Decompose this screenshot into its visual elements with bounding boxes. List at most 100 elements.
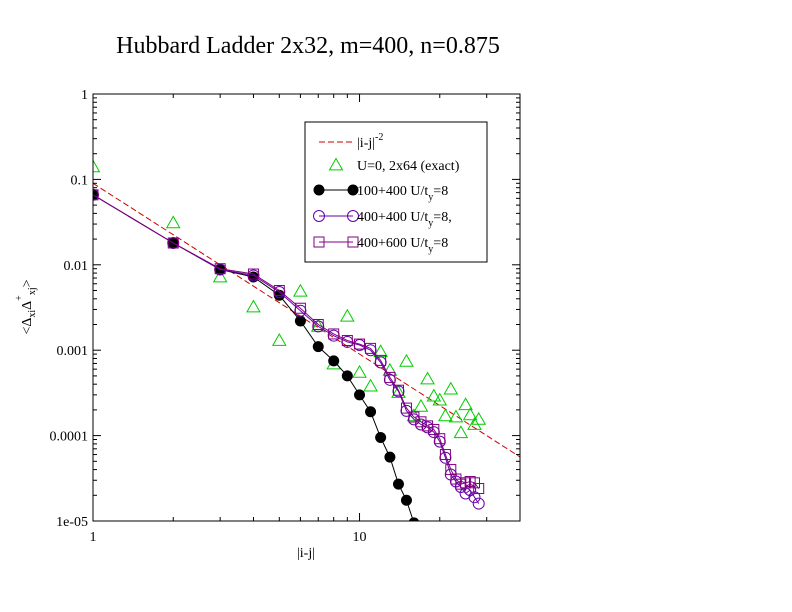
series-2-point-17 (413, 398, 429, 412)
series-2-point-4 (246, 299, 261, 313)
y-tick-label: 1e-05 (56, 515, 88, 530)
series-2-point-6 (293, 283, 308, 297)
series-1 (93, 182, 520, 458)
legend-entry-4: 400+400 U/ty=8, (313, 210, 452, 229)
legend-entry-1: |i-j|-2 (319, 132, 383, 151)
series-2-point-5 (271, 332, 287, 346)
series-5-point-10 (354, 338, 366, 350)
legend-entry-2: U=0, 2x64 (exact) (328, 157, 460, 174)
series-5-point-6 (294, 302, 306, 314)
series-2-point-25 (458, 397, 473, 411)
series-3-point-9 (341, 370, 353, 382)
series-5-point-5 (273, 285, 285, 297)
series-3-line (93, 194, 414, 521)
series-2-point-23 (448, 409, 464, 423)
y-tick-label: 0.0001 (50, 430, 89, 445)
series-3-point-7 (312, 341, 324, 353)
y-axis-label: <ΔxiΔ+xj> (14, 279, 38, 334)
legend-label: 400+400 U/ty=8, (357, 210, 452, 229)
series-2-point-2 (165, 215, 181, 229)
axes: 1 10 1 0.1 0.01 0.001 0.0001 1e-05 (50, 88, 521, 545)
legend-swatch-marker (313, 236, 325, 248)
legend-swatch-marker (313, 184, 325, 196)
series-3-point-10 (354, 389, 366, 401)
series-2-point-10 (352, 364, 367, 378)
series-5-point-27 (469, 477, 481, 489)
series-2-point-21 (438, 408, 453, 422)
svg-text:<ΔxiΔ+xj>: <ΔxiΔ+xj> (14, 279, 38, 334)
series-5-point-11 (365, 342, 377, 354)
series-3-point-8 (328, 355, 340, 367)
series-3-point-15 (400, 494, 412, 506)
series-3-point-6 (294, 315, 306, 327)
plot-area (93, 159, 520, 521)
series-3-point-11 (365, 406, 377, 418)
y-tick-label: 0.01 (64, 259, 89, 274)
series-5-point-18 (422, 420, 434, 432)
legend-swatch-marker (347, 210, 359, 222)
series-2-point-28 (471, 411, 487, 425)
series-5-point-28 (473, 483, 485, 495)
y-tick-label: 0.1 (71, 173, 89, 188)
series-2-point-1 (93, 159, 101, 173)
series-2-point-14 (391, 384, 406, 398)
series-4-point-28 (472, 497, 485, 510)
series-2-point-22 (443, 381, 459, 395)
legend-swatch-marker (347, 236, 359, 248)
series-2-point-15 (399, 353, 414, 367)
series-5-point-19 (428, 423, 440, 435)
series-5-point-3 (214, 263, 226, 275)
legend-entry-3: 100+400 U/ty=8 (313, 184, 448, 203)
series-2-point-3 (212, 269, 228, 283)
legend-box (304, 121, 488, 263)
series-5-point-8 (328, 328, 340, 340)
series-2-point-7 (310, 318, 326, 332)
legend-swatch-marker (328, 157, 344, 171)
series-2-point-27 (467, 416, 482, 430)
series-5-point-13 (384, 371, 396, 383)
series-5-point-9 (341, 334, 353, 346)
series-2-point-20 (432, 392, 448, 406)
series-2 (93, 159, 487, 439)
legend-swatch-marker (347, 184, 359, 196)
legend-swatch-marker (313, 210, 325, 222)
x-tick-label: 1 (90, 530, 97, 545)
series-5-point-26 (464, 476, 476, 488)
x-tick-label: 10 (353, 530, 367, 545)
series-5-point-4 (247, 268, 259, 280)
series-2-point-9 (339, 308, 355, 322)
series-5-point-14 (392, 384, 404, 396)
series-2-point-24 (453, 425, 469, 439)
legend-label: 100+400 U/ty=8 (357, 184, 448, 203)
series-2-point-13 (382, 362, 398, 376)
series-5-point-15 (400, 402, 412, 414)
legend-label: |i-j|-2 (357, 132, 383, 151)
series-5-point-12 (375, 354, 387, 366)
series-2-point-11 (363, 378, 378, 392)
chart-title: Hubbard Ladder 2x32, m=400, n=0.875 (116, 33, 500, 59)
series-2-point-19 (426, 388, 442, 402)
series-3-point-14 (392, 478, 404, 490)
series-2-point-26 (462, 407, 478, 421)
series-5-line (93, 194, 480, 489)
y-tick-label: 0.001 (57, 344, 89, 359)
legend-entry-5: 400+600 U/ty=8 (313, 236, 448, 255)
y-tick-label: 1 (81, 88, 88, 103)
series-2-point-18 (420, 371, 435, 385)
series-3-point-13 (384, 451, 396, 463)
plot-frame (92, 93, 521, 522)
legend: |i-j|-2 U=0, 2x64 (exact) 100+400 U/ty=8 40… (304, 121, 488, 263)
series-3-point-16 (408, 517, 420, 521)
series-5-point-17 (415, 416, 427, 428)
series-5-point-7 (312, 318, 324, 330)
series-5 (93, 189, 485, 495)
legend-label: 400+600 U/ty=8 (357, 236, 448, 255)
series-5-point-2 (167, 237, 179, 249)
series-5-point-20 (434, 433, 446, 445)
series-5-point-21 (439, 449, 451, 461)
legend-label: U=0, 2x64 (exact) (357, 159, 460, 174)
x-axis-label: |i-j| (297, 546, 315, 561)
series-3-point-12 (375, 432, 387, 444)
series-1-line (93, 182, 520, 458)
